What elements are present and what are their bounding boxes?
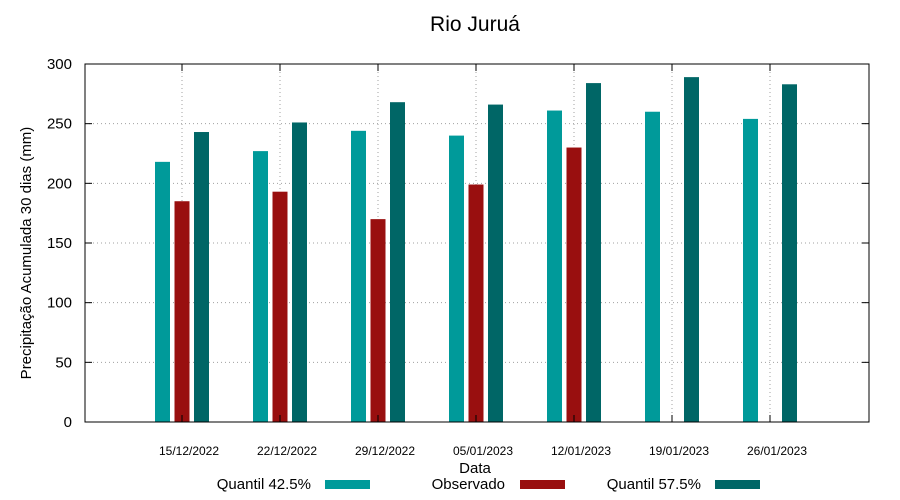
bar-observado-3 — [468, 184, 484, 422]
bar-quantil-42-5-2 — [351, 130, 366, 422]
legend-label: Quantil 57.5% — [607, 476, 701, 493]
bar-observado-4 — [566, 147, 582, 423]
y-tick-label: 250 — [47, 116, 72, 133]
bar-quantil-57-5-3 — [488, 104, 503, 422]
y-tick-label: 100 — [47, 295, 72, 312]
bar-quantil-57-5-0 — [194, 132, 209, 422]
bar-quantil-42-5-0 — [155, 161, 170, 422]
x-tick-label: 12/01/2023 — [551, 444, 611, 458]
bars — [155, 77, 797, 423]
bar-quantil-42-5-3 — [449, 135, 464, 422]
legend-swatch — [520, 480, 565, 489]
chart-title: Rio Juruá — [430, 13, 520, 36]
bar-quantil-57-5-1 — [292, 122, 307, 423]
x-tick-label: 22/12/2022 — [257, 444, 317, 458]
y-tick-label: 300 — [47, 56, 72, 73]
bar-quantil-57-5-6 — [782, 84, 797, 422]
x-axis-label: Data — [459, 460, 491, 477]
x-tick-label: 26/01/2023 — [747, 444, 807, 458]
legend-swatch — [715, 480, 760, 489]
bar-quantil-42-5-1 — [253, 151, 268, 422]
bar-quantil-57-5-2 — [390, 102, 405, 422]
legend-label: Quantil 42.5% — [217, 476, 311, 493]
legend-label: Observado — [432, 476, 505, 493]
legend: Quantil 42.5% Observado Quantil 57.5% — [217, 476, 760, 493]
y-tick-label: 0 — [64, 414, 72, 431]
x-tick-label: 15/12/2022 — [159, 444, 219, 458]
y-axis-label: Precipitação Acumulada 30 dias (mm) — [18, 127, 35, 380]
bar-quantil-42-5-4 — [547, 110, 562, 422]
y-tick-label: 50 — [55, 354, 72, 371]
y-tick-label: 200 — [47, 175, 72, 192]
bar-observado-0 — [174, 201, 190, 422]
bar-observado-1 — [272, 191, 288, 422]
bar-quantil-57-5-4 — [586, 83, 601, 423]
bar-quantil-57-5-5 — [684, 77, 699, 423]
x-tick-label: 19/01/2023 — [649, 444, 709, 458]
x-tick-label: 05/01/2023 — [453, 444, 513, 458]
bar-quantil-42-5-6 — [743, 118, 758, 422]
y-tick-label: 150 — [47, 235, 72, 252]
bar-observado-2 — [370, 219, 386, 422]
axis-ticks: 0 50 100 150 200 250 300 15/12/2022 22/12/2022 29… — [47, 56, 869, 458]
x-tick-label: 29/12/2022 — [355, 444, 415, 458]
bar-quantil-42-5-5 — [645, 111, 660, 422]
legend-swatch — [325, 480, 370, 489]
